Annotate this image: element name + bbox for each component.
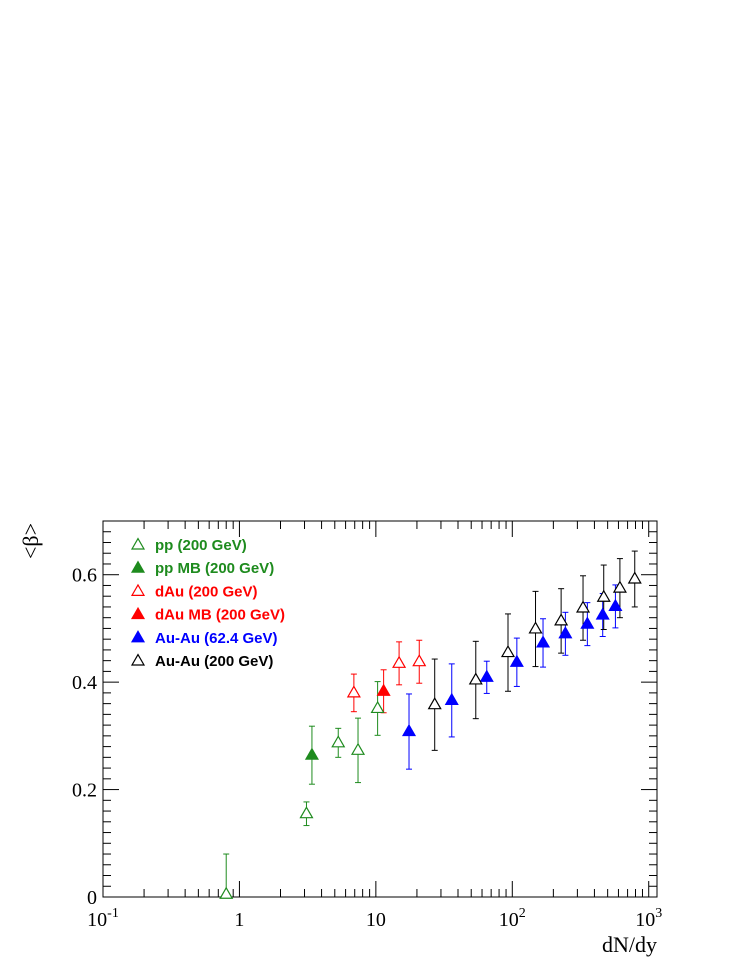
x-axis-label: dN/dy: [602, 932, 657, 957]
x-tick-label-base: 10: [499, 909, 519, 931]
legend-label: dAu (200 GeV): [155, 583, 258, 600]
legend-label: dAu MB (200 GeV): [155, 607, 285, 624]
x-tick-label: 102: [499, 906, 526, 931]
data-point: [500, 644, 516, 658]
data-point: [299, 806, 314, 819]
data-point: [346, 685, 361, 698]
x-tick-label: 10: [366, 909, 386, 931]
data-point: [554, 613, 569, 626]
data-point: [392, 655, 407, 668]
x-tick-label-base: 10: [635, 909, 655, 931]
data-point: [558, 626, 573, 639]
data-point: [535, 635, 551, 648]
data-point: [468, 672, 483, 685]
plot-frame: [102, 520, 658, 898]
legend-label: pp (200 GeV): [155, 537, 247, 554]
error-bars: [223, 550, 638, 898]
legend-marker: [130, 606, 146, 620]
legend-label: Au-Au (62.4 GeV): [155, 630, 278, 647]
data-point: [401, 723, 417, 737]
legend-label: Au-Au (200 GeV): [155, 653, 273, 670]
data-point: [331, 735, 346, 748]
data-point: [427, 697, 442, 710]
data-point: [580, 616, 595, 629]
data-point: [219, 886, 234, 899]
y-tick-label: 0.2: [72, 780, 97, 802]
x-tick-label: 1: [234, 909, 244, 931]
legend-label: pp MB (200 GeV): [155, 560, 274, 577]
legend: pp (200 GeV) pp MB (200 GeV) dAu (200 GeV)…: [130, 537, 285, 670]
legend-marker: [130, 537, 146, 550]
y-tick-label: 0.4: [72, 672, 97, 694]
x-tick-label: 10-1: [87, 906, 119, 931]
x-tick-label-base: 10: [87, 909, 107, 931]
y-tick-label: 0: [87, 887, 97, 909]
data-markers: [219, 571, 642, 899]
data-point: [444, 692, 459, 705]
x-tick-label-exponent: -1: [107, 906, 119, 921]
data-point: [370, 700, 385, 714]
data-point: [596, 589, 611, 602]
y-axis-label: <β>: [18, 523, 43, 559]
data-point: [479, 669, 494, 682]
x-tick-label: 103: [635, 906, 662, 931]
x-tick-label-base: 10: [366, 909, 386, 931]
data-point: [528, 621, 543, 634]
x-tick-label-base: 1: [234, 909, 244, 931]
data-point: [376, 683, 391, 696]
legend-marker: [130, 560, 146, 573]
data-point: [575, 600, 591, 613]
legend-marker: [130, 630, 146, 643]
data-point: [350, 742, 366, 755]
data-point: [627, 571, 642, 584]
legend-marker: [130, 583, 146, 596]
data-point: [608, 598, 623, 611]
data-point: [304, 747, 319, 760]
y-tick-label: 0.6: [72, 565, 97, 587]
data-point: [412, 654, 427, 667]
legend-marker: [130, 653, 146, 666]
data-point: [595, 607, 610, 620]
x-tick-label-exponent: 3: [655, 906, 662, 921]
data-point: [612, 580, 627, 593]
x-tick-label-exponent: 2: [519, 906, 526, 921]
data-point: [509, 654, 524, 667]
